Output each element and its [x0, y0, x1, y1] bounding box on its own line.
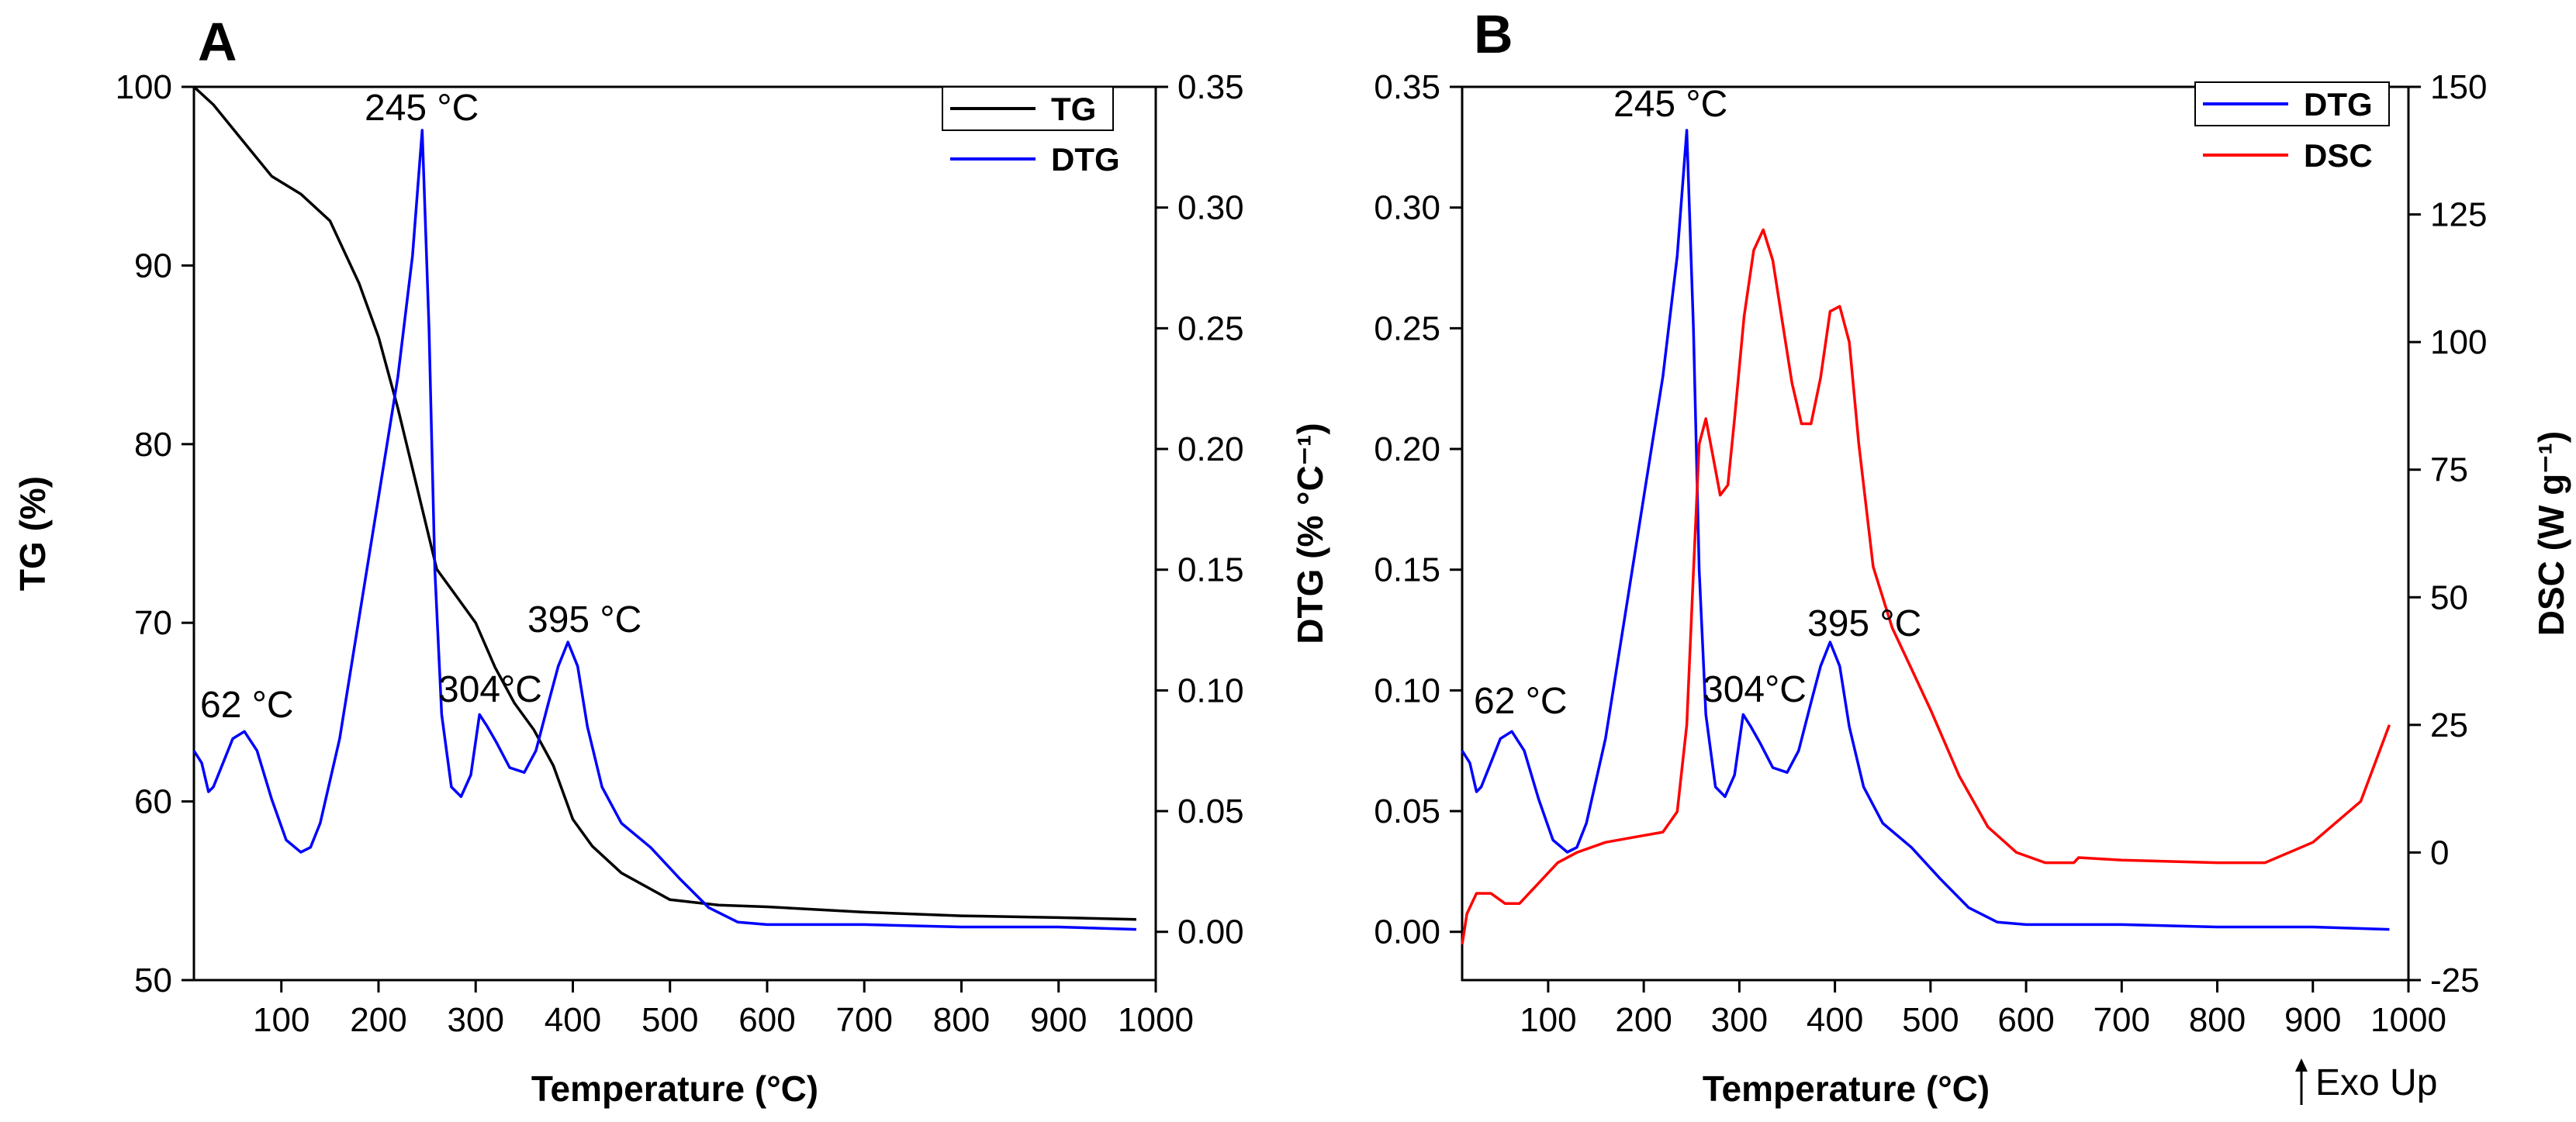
right-y-tick-label: 150 — [2430, 68, 2487, 106]
left-y-tick-label: 100 — [116, 68, 172, 106]
right-y-tick-label: 75 — [2430, 451, 2468, 489]
panel-a-legend-tg-label: TG — [1051, 91, 1096, 127]
right-y-tick-label: 0.25 — [1177, 309, 1244, 347]
right-y-tick-label: 25 — [2430, 706, 2468, 744]
panel-a-right-y-ticks: 0.00 0.05 0.10 0.15 0.20 0.25 0.30 0.35 — [1156, 68, 1244, 951]
x-tick-label: 1000 — [1118, 1001, 1194, 1039]
exo-up-arrowhead-icon — [2295, 1058, 2308, 1072]
left-y-tick-label: 50 — [134, 961, 172, 999]
panel-b-right-y-axis-title: DSC (W g⁻¹) — [2531, 431, 2571, 636]
x-tick-label: 200 — [350, 1001, 406, 1039]
panel-a-x-axis-title: Temperature (°C) — [531, 1068, 818, 1109]
left-y-tick-label: 90 — [134, 247, 172, 285]
left-y-tick-label: 0.30 — [1374, 189, 1440, 227]
x-tick-label: 700 — [836, 1001, 893, 1039]
x-tick-label: 700 — [2094, 1001, 2150, 1039]
panel-a-x-ticks: 100 200 300 400 500 600 700 800 900 1000 — [253, 980, 1194, 1039]
x-tick-label: 100 — [1520, 1001, 1576, 1039]
x-tick-label: 600 — [1997, 1001, 2054, 1039]
right-y-tick-label: 0.30 — [1177, 189, 1244, 227]
panel-b-legend-dsc-label: DSC — [2304, 137, 2373, 174]
right-y-tick-label: 0 — [2430, 834, 2449, 872]
x-tick-label: 200 — [1615, 1001, 1672, 1039]
x-tick-label: 800 — [933, 1001, 990, 1039]
panel-a-annotation-62: 62 °C — [200, 685, 294, 726]
panel-b-plot-frame — [1461, 85, 2410, 982]
x-tick-label: 400 — [1807, 1001, 1863, 1039]
panel-a-left-y-axis-title: TG (%) — [12, 476, 53, 591]
panel-b-left-y-axis-title: DTG (% °C⁻¹) — [1290, 423, 1330, 644]
left-y-tick-label: 0.15 — [1374, 551, 1440, 589]
right-y-tick-label: 125 — [2430, 196, 2487, 234]
panel-b-annotation-395: 395 °C — [1807, 603, 1921, 644]
panel-b-annotation-62: 62 °C — [1474, 681, 1568, 722]
right-y-tick-label: 0.05 — [1177, 792, 1244, 830]
right-y-tick-label: 0.10 — [1177, 671, 1244, 709]
panel-a: A 100 200 300 400 500 600 700 800 900 1000 50 60 70… — [12, 12, 1244, 1109]
right-y-tick-label: 50 — [2430, 578, 2468, 616]
left-y-tick-label: 0.20 — [1374, 430, 1440, 468]
panel-a-annotation-304: 304°C — [438, 669, 542, 710]
left-y-tick-label: 0.10 — [1374, 671, 1440, 709]
series-line-tg — [192, 85, 1136, 921]
panel-a-letter: A — [198, 12, 237, 72]
x-tick-label: 900 — [1030, 1001, 1087, 1039]
x-tick-label: 100 — [253, 1001, 309, 1039]
panel-b-legend: DTG DSC — [2194, 81, 2390, 174]
right-y-tick-label: 0.35 — [1177, 68, 1244, 106]
x-tick-label: 300 — [1711, 1001, 1768, 1039]
x-tick-label: 500 — [641, 1001, 698, 1039]
panel-b: B 100 200 300 400 500 600 700 800 900 1000 0.000.… — [1290, 4, 2571, 1109]
x-tick-label: 1000 — [2370, 1001, 2446, 1039]
panel-b-series — [1461, 129, 2391, 945]
panel-b-x-ticks: 100 200 300 400 500 600 700 800 900 1000 — [1520, 980, 2446, 1039]
left-y-tick-label: 70 — [134, 604, 172, 642]
right-y-tick-label: 100 — [2430, 323, 2487, 361]
panel-b-annotation-304: 304°C — [1703, 669, 1807, 710]
series-line-dsc — [1461, 228, 2391, 945]
panel-a-plot-frame — [192, 85, 1157, 982]
x-tick-label: 900 — [2284, 1001, 2341, 1039]
panel-a-series — [192, 85, 1136, 931]
left-y-tick-label: 60 — [134, 783, 172, 821]
left-y-tick-label: 0.35 — [1374, 68, 1440, 106]
panel-b-letter: B — [1474, 4, 1513, 64]
left-y-tick-label: 80 — [134, 426, 172, 464]
x-tick-label: 300 — [448, 1001, 504, 1039]
x-tick-label: 600 — [738, 1001, 795, 1039]
x-tick-label: 400 — [545, 1001, 601, 1039]
panel-a-legend-dtg-label: DTG — [1051, 141, 1120, 178]
exo-up-indicator: Exo Up — [2295, 1058, 2437, 1105]
panel-b-right-y-ticks: -25 0 25 50 75 100 125 150 — [2408, 68, 2487, 999]
left-y-tick-label: 0.05 — [1374, 792, 1440, 830]
panel-a-left-y-ticks: 50 60 70 80 90 100 — [116, 68, 194, 999]
panel-b-left-y-ticks: 0.00 0.05 0.10 0.15 0.20 0.25 0.30 0.35 — [1374, 68, 1462, 951]
panel-a-legend: TG DTG — [942, 86, 1120, 178]
right-y-tick-label: 0.20 — [1177, 430, 1244, 468]
series-line-dtg — [1461, 129, 2390, 931]
right-y-tick-label: -25 — [2430, 961, 2480, 999]
panel-b-x-axis-title: Temperature (°C) — [1703, 1068, 1990, 1109]
right-y-tick-label: 0.15 — [1177, 551, 1244, 589]
panel-a-annotation-395: 395 °C — [527, 599, 641, 640]
panel-b-legend-dtg-label: DTG — [2304, 86, 2373, 123]
exo-up-label: Exo Up — [2315, 1062, 2437, 1103]
right-y-tick-label: 0.00 — [1177, 913, 1244, 951]
x-tick-label: 800 — [2189, 1001, 2246, 1039]
x-tick-label: 500 — [1902, 1001, 1959, 1039]
panel-a-annotation-245: 245 °C — [365, 88, 479, 129]
panel-b-annotation-245: 245 °C — [1613, 84, 1727, 125]
series-line-dtg — [192, 129, 1136, 931]
left-y-tick-label: 0.25 — [1374, 309, 1440, 347]
left-y-tick-label: 0.00 — [1374, 913, 1440, 951]
